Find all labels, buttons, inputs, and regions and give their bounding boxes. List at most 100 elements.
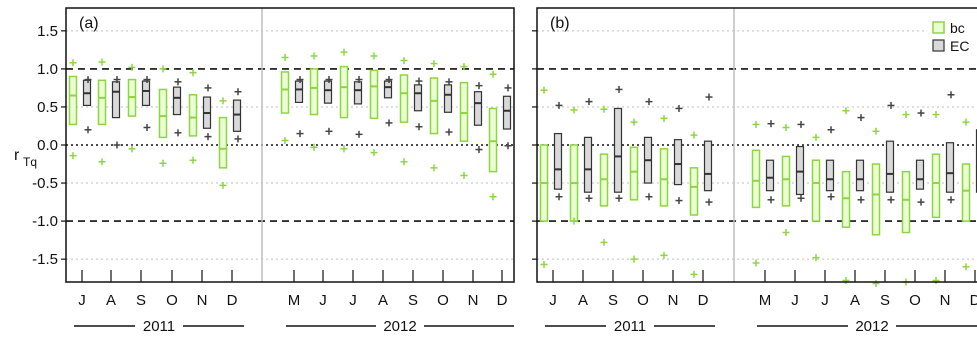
ec-box-b-0 bbox=[553, 101, 563, 201]
month-label: N bbox=[468, 292, 479, 309]
y-tick-label: 1.5 bbox=[37, 23, 58, 40]
ec-box-b-10 bbox=[885, 101, 895, 204]
year-label: 2011 bbox=[143, 318, 175, 335]
year-label: 2012 bbox=[383, 318, 416, 335]
ec-box-b-1 bbox=[583, 98, 593, 202]
ec-box-body bbox=[502, 95, 512, 130]
month-label: S bbox=[136, 292, 146, 309]
ec-box-b-5 bbox=[703, 93, 713, 206]
bc-box-a-0 bbox=[68, 59, 78, 160]
legend-swatch-bc bbox=[932, 21, 945, 34]
bc-box-b-7 bbox=[781, 123, 791, 237]
ec-box-a-9 bbox=[383, 76, 393, 127]
panel-label: (b) bbox=[550, 15, 570, 32]
ec-box-b-2 bbox=[613, 85, 623, 202]
legend-label-bc: bc bbox=[950, 20, 965, 36]
bc-box-body bbox=[68, 75, 78, 126]
bc-box-b-12 bbox=[931, 111, 941, 284]
y-tick-label: 0.0 bbox=[37, 137, 58, 154]
y-tick-label: -0.5 bbox=[32, 175, 58, 192]
month-label: N bbox=[940, 292, 951, 309]
ec-box-body bbox=[413, 84, 423, 112]
ec-box-b-4 bbox=[673, 104, 683, 205]
bc-box-body bbox=[961, 163, 971, 222]
bc-box-a-4 bbox=[188, 69, 198, 164]
bc-box-b-3 bbox=[629, 118, 639, 263]
month-label: O bbox=[909, 292, 921, 309]
month-label: J bbox=[549, 292, 557, 309]
month-label: M bbox=[759, 292, 772, 309]
bc-box-body bbox=[280, 71, 290, 114]
ec-box-a-0 bbox=[82, 76, 92, 134]
month-label: D bbox=[698, 292, 709, 309]
ec-box-a-11 bbox=[443, 78, 453, 136]
ec-box-body bbox=[765, 159, 775, 192]
ec-box-body bbox=[583, 136, 593, 193]
ec-box-body bbox=[855, 159, 865, 192]
bc-box-a-5 bbox=[218, 97, 228, 189]
ec-box-body bbox=[703, 140, 713, 192]
y-tick-label: 1.0 bbox=[37, 61, 58, 78]
plot-area-a bbox=[66, 8, 514, 282]
bc-box-body bbox=[218, 116, 228, 169]
ec-box-body bbox=[141, 80, 151, 107]
bc-box-body bbox=[158, 88, 168, 139]
ec-box-body bbox=[323, 80, 333, 104]
bc-box-body bbox=[689, 167, 699, 216]
bc-box-body bbox=[871, 163, 881, 236]
ec-box-b-7 bbox=[795, 120, 805, 202]
month-label: J bbox=[78, 292, 86, 309]
bc-box-body bbox=[629, 146, 639, 201]
ec-box-body bbox=[915, 159, 925, 190]
month-label: D bbox=[227, 292, 238, 309]
bc-box-body bbox=[659, 148, 669, 207]
ec-box-body bbox=[885, 140, 895, 193]
ec-box-a-4 bbox=[202, 84, 212, 141]
year-label: 2012 bbox=[855, 318, 888, 335]
y-axis-title: r Tq bbox=[14, 147, 37, 169]
bc-box-body bbox=[399, 74, 409, 123]
ec-box-body bbox=[443, 84, 453, 113]
bc-box-b-6 bbox=[751, 120, 761, 267]
bc-box-body bbox=[369, 69, 379, 120]
month-label: D bbox=[970, 292, 977, 309]
bc-box-body bbox=[751, 149, 761, 209]
bc-box-a-8 bbox=[339, 48, 349, 153]
bc-box-body bbox=[488, 107, 498, 173]
ec-box-a-8 bbox=[353, 76, 363, 138]
ec-box-b-6 bbox=[765, 120, 775, 204]
panel-b: J A S O N D M J J A S O N D 2011 2012 (b) bbox=[532, 7, 977, 335]
ec-box-a-3 bbox=[172, 78, 182, 137]
month-label: S bbox=[408, 292, 418, 309]
ec-box-a-6 bbox=[294, 76, 304, 138]
y-tick-label: 0.5 bbox=[37, 99, 58, 116]
month-label: O bbox=[437, 292, 449, 309]
ec-box-b-12 bbox=[945, 91, 955, 204]
bc-box-a-7 bbox=[309, 52, 319, 151]
month-label: A bbox=[578, 292, 588, 309]
month-label: O bbox=[166, 292, 178, 309]
bc-box-b-8 bbox=[811, 133, 821, 262]
ec-box-body bbox=[613, 107, 623, 193]
month-label: A bbox=[378, 292, 388, 309]
bc-box-body bbox=[188, 94, 198, 137]
ec-box-body bbox=[945, 142, 955, 193]
month-label: A bbox=[106, 292, 116, 309]
ec-box-b-9 bbox=[855, 114, 865, 204]
bc-box-body bbox=[309, 68, 319, 116]
ec-box-a-5 bbox=[232, 88, 242, 143]
ec-box-a-7 bbox=[323, 76, 333, 135]
ec-box-b-3 bbox=[643, 98, 653, 201]
bc-box-body bbox=[459, 81, 469, 142]
month-label: J bbox=[821, 292, 829, 309]
ec-box-body bbox=[673, 139, 683, 186]
bc-box-b-13 bbox=[961, 118, 971, 271]
bc-box-body bbox=[901, 170, 911, 234]
bc-box-a-9 bbox=[369, 52, 379, 157]
ec-box-body bbox=[383, 80, 393, 99]
y-axis-title-main: r bbox=[14, 147, 20, 164]
month-label: N bbox=[668, 292, 679, 309]
bc-box-b-5 bbox=[689, 131, 699, 278]
y-tick-label: -1.0 bbox=[32, 213, 58, 230]
ec-box-a-2 bbox=[141, 76, 151, 131]
